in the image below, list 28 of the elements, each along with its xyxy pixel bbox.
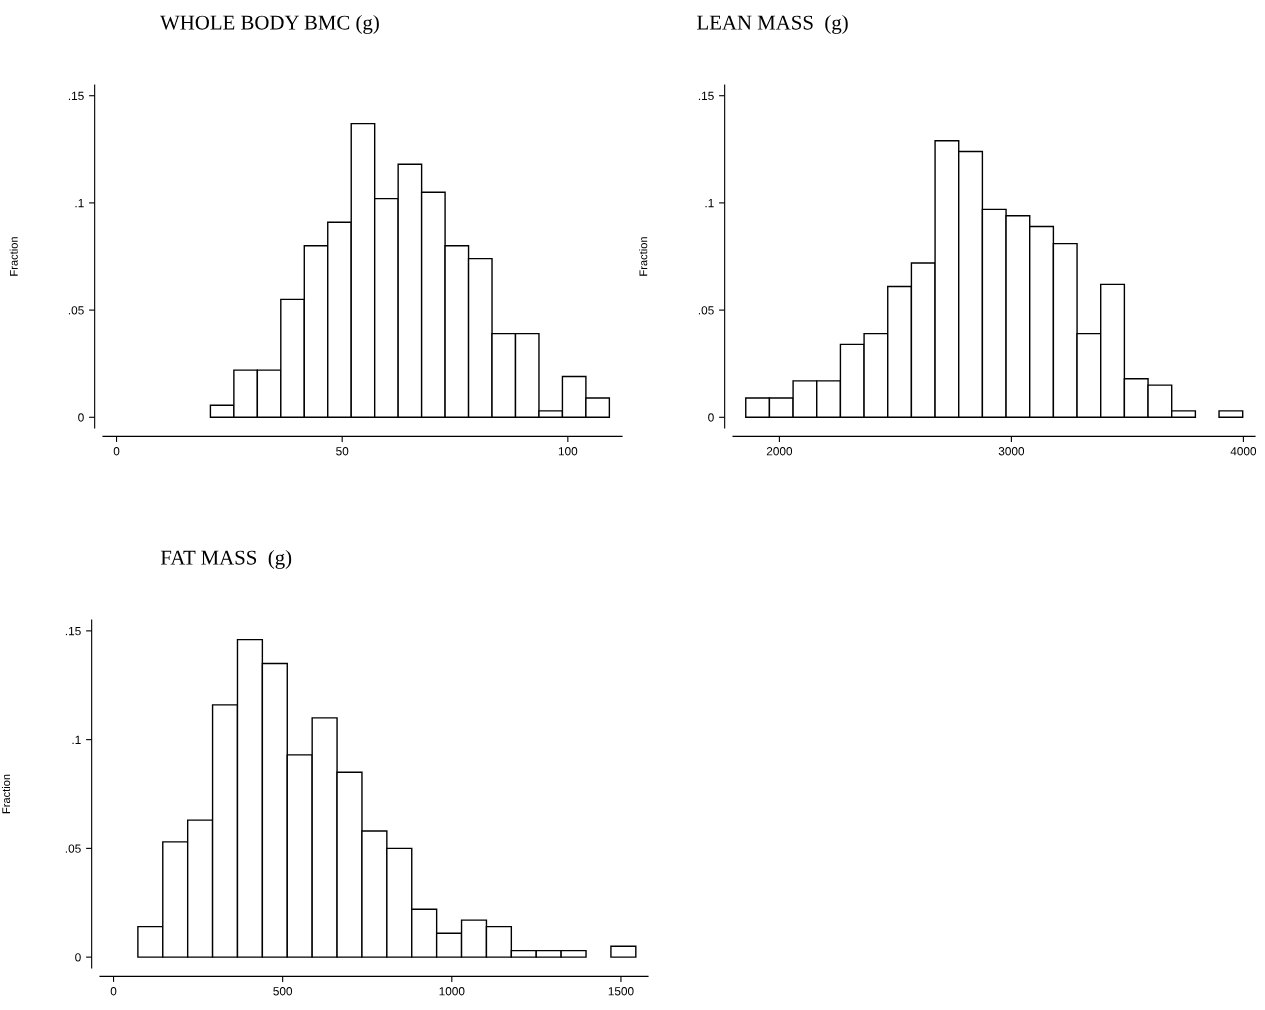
chart-title: WHOLE BODY BMC (g) xyxy=(160,14,379,34)
chart-title: LEAN MASS (g) xyxy=(697,14,848,34)
y-axis-title: Fraction xyxy=(9,237,18,276)
y-tick-label: 0 xyxy=(708,413,714,422)
y-axis-title: Fraction xyxy=(639,237,648,276)
x-tick-label: 1000 xyxy=(439,987,465,996)
y-tick-label: 0 xyxy=(75,953,81,962)
x-tick-label: 0 xyxy=(113,447,120,456)
x-tick-label: 3000 xyxy=(998,447,1025,456)
y-tick-label: .05 xyxy=(698,306,714,315)
y-tick-label: .1 xyxy=(75,199,84,208)
y-tick-label: 0 xyxy=(78,413,84,422)
y-tick-label: .05 xyxy=(68,306,84,315)
x-tick-label: 500 xyxy=(273,987,293,996)
y-tick-label: .15 xyxy=(68,91,84,101)
y-tick-label: .1 xyxy=(705,199,714,208)
y-tick-label: .05 xyxy=(65,844,81,853)
y-tick-label: .15 xyxy=(698,91,714,101)
chart-title: FAT MASS (g) xyxy=(160,549,292,569)
x-tick-label: 0 xyxy=(110,987,117,996)
x-tick-label: 50 xyxy=(336,447,349,456)
y-tick-label: .1 xyxy=(72,735,81,744)
x-tick-label: 4000 xyxy=(1230,447,1257,456)
x-tick-label: 100 xyxy=(558,447,578,456)
y-axis-title: Fraction xyxy=(1,774,11,814)
y-tick-label: .15 xyxy=(65,627,81,636)
x-tick-label: 2000 xyxy=(766,447,793,456)
x-tick-label: 1500 xyxy=(608,987,634,996)
